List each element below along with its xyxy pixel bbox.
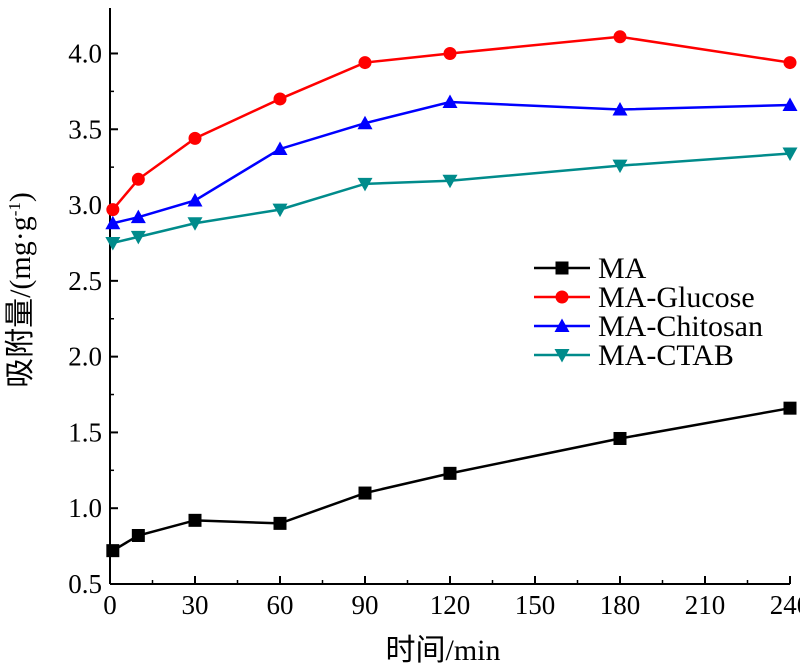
data-point bbox=[612, 102, 628, 116]
data-point bbox=[272, 141, 288, 155]
y-tick-label: 3.5 bbox=[68, 114, 102, 144]
legend-item: MA-Chitosan bbox=[534, 310, 763, 343]
legend-marker bbox=[554, 318, 570, 332]
data-point bbox=[782, 147, 798, 162]
series-ma-chitosan bbox=[105, 94, 798, 230]
y-tick-label: 4.0 bbox=[68, 38, 102, 68]
x-tick-label: 180 bbox=[600, 590, 641, 620]
data-point bbox=[130, 230, 146, 245]
legend-label: MA-CTAB bbox=[598, 339, 734, 372]
data-point bbox=[131, 528, 145, 542]
data-point bbox=[613, 30, 627, 44]
legend-item: MA-CTAB bbox=[534, 339, 734, 372]
x-tick-label: 210 bbox=[685, 590, 726, 620]
series-line bbox=[111, 35, 791, 211]
series-ma-ctab bbox=[105, 147, 798, 251]
data-point bbox=[188, 513, 202, 527]
legend-item: MA-Glucose bbox=[534, 281, 755, 314]
series-layer bbox=[105, 30, 798, 558]
y-axis-title-main: 吸附量/(mg·g bbox=[4, 216, 37, 388]
data-point bbox=[187, 217, 203, 231]
x-axis-ticks: 0 30 60 90 120 150 180 210 240 bbox=[103, 576, 800, 620]
y-axis-ticks: 0.5 1.0 1.5 2.0 2.5 3.0 3.5 4.0 bbox=[68, 38, 118, 599]
data-point bbox=[105, 236, 121, 251]
data-point bbox=[442, 94, 458, 108]
legend-label: MA-Chitosan bbox=[598, 310, 763, 343]
data-point bbox=[783, 56, 797, 70]
data-point bbox=[358, 56, 372, 70]
data-point bbox=[357, 177, 373, 192]
legend-marker bbox=[554, 349, 570, 363]
y-tick-label: 3.0 bbox=[68, 190, 102, 220]
legend-label: MA-Glucose bbox=[598, 281, 755, 314]
data-point bbox=[442, 174, 458, 189]
data-point bbox=[443, 466, 457, 480]
data-point bbox=[187, 193, 203, 207]
data-point bbox=[782, 97, 798, 112]
y-tick-label: 0.5 bbox=[68, 569, 102, 599]
x-tick-label: 30 bbox=[182, 590, 209, 620]
data-point bbox=[131, 172, 145, 186]
x-tick-label: 90 bbox=[352, 590, 379, 620]
series-line bbox=[112, 100, 791, 225]
x-axis-title: 时间/min bbox=[385, 634, 500, 666]
legend-item: MA bbox=[534, 252, 647, 285]
x-tick-label: 60 bbox=[267, 590, 294, 620]
series-line bbox=[112, 406, 791, 552]
data-point bbox=[358, 486, 372, 500]
data-point bbox=[273, 92, 287, 106]
data-point bbox=[783, 401, 797, 415]
y-axis-title: 吸附量/(mg·g-1) bbox=[4, 192, 37, 388]
data-point bbox=[443, 46, 457, 60]
y-tick-label: 1.5 bbox=[68, 417, 102, 447]
legend-marker bbox=[555, 261, 569, 275]
y-tick-label: 2.5 bbox=[68, 266, 102, 296]
y-tick-label: 1.0 bbox=[68, 493, 102, 523]
data-point bbox=[612, 159, 628, 174]
series-ma bbox=[106, 401, 797, 558]
data-point bbox=[357, 115, 373, 130]
legend-marker bbox=[555, 290, 569, 304]
data-point bbox=[106, 203, 120, 217]
data-point bbox=[613, 431, 627, 445]
y-axis-title-sup: -1 bbox=[5, 202, 24, 216]
data-point bbox=[130, 209, 146, 224]
data-point bbox=[272, 203, 288, 218]
x-tick-label: 120 bbox=[430, 590, 471, 620]
series-ma-glucose bbox=[106, 30, 797, 217]
data-point bbox=[188, 131, 202, 145]
data-point bbox=[105, 215, 121, 230]
data-point bbox=[106, 544, 120, 558]
data-point bbox=[273, 516, 287, 530]
y-axis-title-end: ) bbox=[4, 192, 37, 202]
y-tick-label: 2.0 bbox=[68, 342, 102, 372]
x-tick-label: 0 bbox=[103, 590, 117, 620]
x-tick-label: 240 bbox=[770, 590, 800, 620]
series-line bbox=[112, 152, 791, 245]
x-tick-label: 150 bbox=[515, 590, 556, 620]
legend-label: MA bbox=[598, 252, 647, 285]
